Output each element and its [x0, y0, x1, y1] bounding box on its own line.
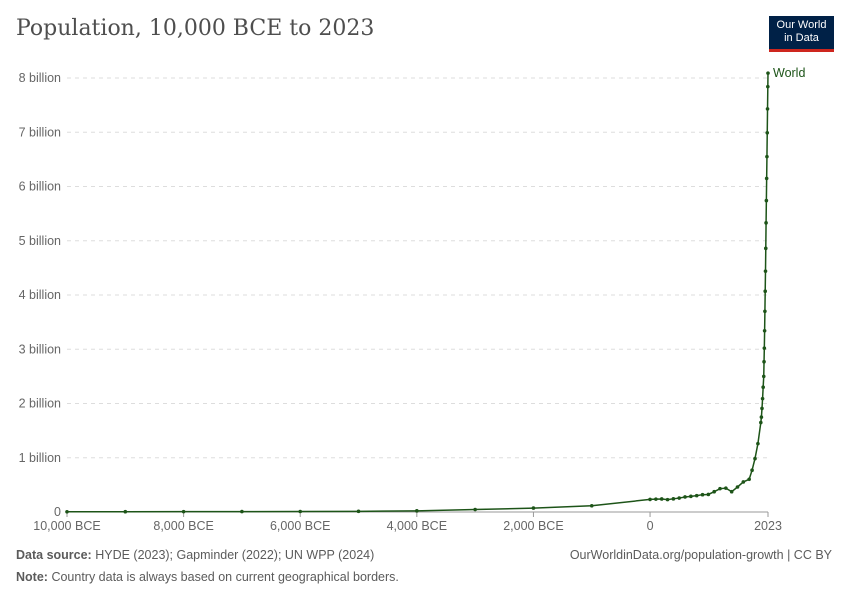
x-tick-label: 8,000 BCE	[153, 519, 213, 533]
data-point	[724, 486, 728, 490]
x-tick-label: 4,000 BCE	[387, 519, 447, 533]
data-point	[181, 509, 186, 514]
data-point	[762, 359, 766, 364]
data-source: Data source: HYDE (2023); Gapminder (202…	[16, 548, 374, 562]
data-point	[756, 441, 760, 446]
data-point	[760, 406, 764, 411]
data-point	[764, 221, 768, 225]
data-point	[761, 374, 766, 379]
y-tick-label: 0	[54, 505, 61, 519]
data-point	[761, 385, 765, 390]
data-point	[356, 509, 361, 514]
data-point	[759, 420, 763, 425]
data-point	[763, 289, 768, 294]
data-point	[735, 485, 740, 489]
x-tick-label: 6,000 BCE	[270, 519, 330, 533]
data-point	[765, 130, 770, 135]
source-text: HYDE (2023); Gapminder (2022); UN WPP (2…	[95, 548, 375, 562]
data-point	[700, 492, 705, 497]
data-point	[415, 509, 419, 513]
series-line	[66, 73, 769, 513]
data-point	[764, 176, 769, 181]
logo-line1: Our World	[776, 19, 827, 31]
y-tick-label: 5 billion	[19, 234, 61, 248]
data-point	[123, 509, 128, 514]
y-tick-label: 4 billion	[19, 288, 61, 302]
data-point	[760, 396, 765, 401]
data-point	[65, 509, 69, 514]
data-point	[683, 495, 687, 499]
data-point	[659, 497, 664, 501]
data-point	[766, 71, 770, 75]
data-point	[689, 494, 693, 499]
data-point	[729, 489, 734, 494]
y-tick-label: 7 billion	[19, 125, 61, 139]
x-tick-label: 10,000 BCE	[33, 519, 100, 533]
data-point	[759, 415, 764, 419]
owid-logo[interactable]: Our World in Data	[769, 16, 834, 52]
data-point	[654, 497, 658, 501]
data-point	[762, 346, 767, 350]
data-point	[531, 506, 536, 510]
data-point	[750, 468, 754, 473]
note-label: Note:	[16, 570, 48, 584]
data-point	[706, 492, 711, 497]
data-point	[589, 503, 594, 508]
source-label: Data source:	[16, 548, 92, 562]
data-point	[712, 489, 716, 494]
data-point	[763, 309, 767, 314]
logo-line2: in Data	[784, 32, 819, 44]
series-label: World	[773, 66, 805, 80]
x-tick-label: 0	[647, 519, 654, 533]
y-tick-label: 1 billion	[19, 451, 61, 465]
data-point	[718, 486, 722, 491]
chart-title: Population, 10,000 BCE to 2023	[16, 16, 375, 41]
source-url[interactable]: OurWorldinData.org/population-growth | C…	[569, 548, 832, 562]
data-point	[671, 497, 676, 501]
data-point	[648, 497, 652, 502]
note-text: Country data is always based on current …	[51, 570, 399, 584]
data-point	[762, 329, 767, 333]
y-tick-label: 2 billion	[19, 397, 61, 411]
data-point	[665, 497, 670, 502]
data-point	[765, 154, 769, 159]
data-point	[747, 477, 751, 482]
data-point	[694, 493, 699, 498]
data-point	[298, 509, 303, 514]
data-point	[764, 198, 769, 203]
y-tick-label: 6 billion	[19, 180, 61, 194]
data-point	[473, 507, 477, 512]
y-tick-label: 8 billion	[19, 71, 61, 85]
data-point	[240, 509, 244, 514]
x-tick-label: 2023	[754, 519, 782, 533]
x-tick-label: 2,000 BCE	[503, 519, 563, 533]
data-point	[677, 496, 682, 500]
note: Note: Country data is always based on cu…	[16, 570, 399, 584]
data-point	[763, 246, 768, 251]
data-point	[753, 456, 757, 461]
data-point	[741, 480, 746, 484]
data-point	[765, 107, 770, 111]
y-tick-label: 3 billion	[19, 342, 61, 356]
data-point	[763, 269, 768, 273]
data-point	[766, 84, 770, 89]
